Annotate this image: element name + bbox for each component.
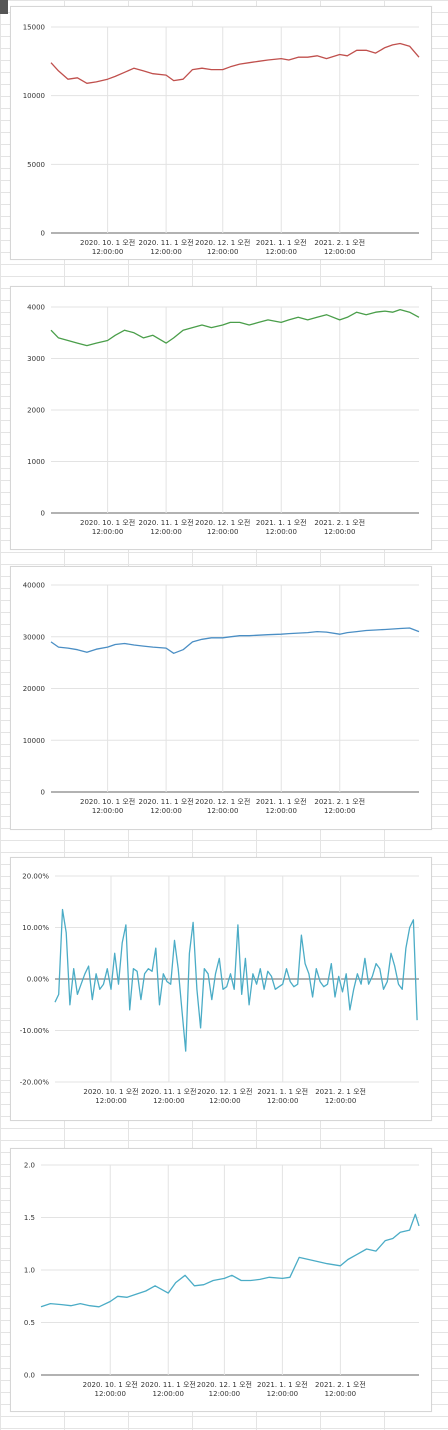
chart-4-x-tick-label-2-0: 2020. 12. 1 오전 <box>197 1087 252 1096</box>
chart-panel-1[interactable]: 0 5000 10000 15000 2020. 10. 1 오전 12:00:00 202… <box>10 6 432 260</box>
chart-5-y-tick-label-2: 1.0 <box>24 1267 35 1275</box>
chart-2-y-tick-label-1: 1000 <box>27 458 45 466</box>
chart-2-series-line <box>50 308 420 347</box>
chart-2-x-tick-label-0-1: 12:00:00 <box>92 528 123 536</box>
chart-3-x-tick-label-4-1: 12:00:00 <box>324 807 355 815</box>
chart-5-x-tick-label-2-1: 12:00:00 <box>209 1390 240 1398</box>
chart-3-x-tick-label-2-0: 2020. 12. 1 오전 <box>195 797 250 806</box>
chart-4-x-tick-label-0-0: 2020. 10. 1 오전 <box>83 1087 138 1096</box>
chart-4-y-tick-label-4: 20.00% <box>22 873 49 881</box>
chart-5-x-tick-label-0-0: 2020. 10. 1 오전 <box>83 1380 138 1389</box>
chart-2-y-tick-label-4: 4000 <box>27 304 45 312</box>
sheet-corner-tab <box>0 0 8 14</box>
chart-4-y-tick-label-2: 0.00% <box>27 976 50 984</box>
chart-2-y-tick-label-3: 3000 <box>27 355 45 363</box>
chart-1-y-tick-label-2: 10000 <box>23 92 45 100</box>
chart-1-x-tick-label-2-0: 2020. 12. 1 오전 <box>195 238 250 247</box>
chart-2-x-tick-label-4-1: 12:00:00 <box>324 528 355 536</box>
chart-2-y-tick-label-2: 2000 <box>27 407 45 415</box>
chart-3-y-tick-label-4: 40000 <box>23 582 45 590</box>
chart-3-x-tick-label-0-1: 12:00:00 <box>92 807 123 815</box>
chart-panel-4[interactable]: -20.00% -10.00% 0.00% 10.00% 20.00% 2020. 10.… <box>10 857 432 1121</box>
chart-4-x-tick-label-1-1: 12:00:00 <box>153 1097 184 1105</box>
chart-5-x-tick-label-2-0: 2020. 12. 1 오전 <box>197 1380 252 1389</box>
chart-2-y-tick-label-0: 0 <box>41 510 45 518</box>
chart-5-y-tick-label-4: 2.0 <box>24 1162 35 1170</box>
chart-1-x-tick-label-1-0: 2020. 11. 1 오전 <box>139 238 194 247</box>
chart-3-x-tick-label-2-1: 12:00:00 <box>207 807 238 815</box>
chart-5-x-tick-label-3-0: 2021. 1. 1 오전 <box>257 1380 308 1389</box>
chart-2-x-tick-label-0-0: 2020. 10. 1 오전 <box>80 518 135 527</box>
chart-3-x-tick-label-4-0: 2021. 2. 1 오전 <box>314 797 365 806</box>
chart-3-y-tick-label-1: 10000 <box>23 737 45 745</box>
chart-3-series-line <box>50 627 420 654</box>
chart-5-y-tick-label-3: 1.5 <box>24 1214 35 1222</box>
chart-panel-3[interactable]: 0 10000 20000 30000 40000 2020. 10. 1 오전 12:00… <box>10 566 432 830</box>
chart-2-x-tick-label-4-0: 2021. 2. 1 오전 <box>314 518 365 527</box>
line-chart-4: -20.00% -10.00% 0.00% 10.00% 20.00% 2020. 10.… <box>20 873 419 1105</box>
chart-5-y-tick-label-0: 0.0 <box>24 1372 35 1380</box>
chart-1-x-tick-label-4-1: 12:00:00 <box>324 248 355 256</box>
chart-3-x-tick-label-1-1: 12:00:00 <box>150 807 181 815</box>
chart-5-x-tick-label-1-0: 2020. 11. 1 오전 <box>141 1380 196 1389</box>
chart-4-y-tick-label-0: -20.00% <box>20 1079 50 1087</box>
chart-3-x-tick-label-3-0: 2021. 1. 1 오전 <box>256 797 307 806</box>
chart-2-x-tick-label-1-1: 12:00:00 <box>150 528 181 536</box>
chart-3-x-tick-label-3-1: 12:00:00 <box>266 807 297 815</box>
chart-5-series-line <box>40 1213 420 1308</box>
chart-2-x-tick-label-1-0: 2020. 11. 1 오전 <box>139 518 194 527</box>
chart-4-x-tick-label-3-0: 2021. 1. 1 오전 <box>257 1087 308 1096</box>
chart-panel-5[interactable]: 0.0 0.5 1.0 1.5 2.0 2020. 10. 1 오전 12:00:00 202… <box>10 1148 432 1412</box>
chart-4-x-tick-label-2-1: 12:00:00 <box>209 1097 240 1105</box>
chart-2-x-tick-label-2-1: 12:00:00 <box>207 528 238 536</box>
chart-1-x-tick-label-0-1: 12:00:00 <box>92 248 123 256</box>
chart-1-y-tick-label-1: 5000 <box>27 161 45 169</box>
chart-3-y-tick-label-0: 0 <box>41 789 45 797</box>
chart-5-x-tick-label-3-1: 12:00:00 <box>267 1390 298 1398</box>
chart-4-x-tick-label-4-0: 2021. 2. 1 오전 <box>315 1087 366 1096</box>
chart-4-series-line <box>54 908 418 1052</box>
chart-4-x-tick-label-3-1: 12:00:00 <box>267 1097 298 1105</box>
chart-panel-2[interactable]: 0 1000 2000 3000 4000 2020. 10. 1 오전 12:00:00 2… <box>10 286 432 550</box>
chart-4-y-tick-label-3: 10.00% <box>22 924 49 932</box>
chart-3-y-tick-label-2: 20000 <box>23 685 45 693</box>
chart-5-y-tick-label-1: 0.5 <box>24 1319 35 1327</box>
chart-3-x-tick-label-0-0: 2020. 10. 1 오전 <box>80 797 135 806</box>
chart-5-x-tick-label-4-1: 12:00:00 <box>325 1390 356 1398</box>
chart-4-x-tick-label-0-1: 12:00:00 <box>95 1097 126 1105</box>
chart-2-x-tick-label-2-0: 2020. 12. 1 오전 <box>195 518 250 527</box>
chart-2-x-tick-label-3-1: 12:00:00 <box>266 528 297 536</box>
chart-3-x-tick-label-1-0: 2020. 11. 1 오전 <box>139 797 194 806</box>
chart-1-x-tick-label-1-1: 12:00:00 <box>150 248 181 256</box>
chart-3-y-tick-label-3: 30000 <box>23 633 45 641</box>
chart-1-x-tick-label-3-1: 12:00:00 <box>266 248 297 256</box>
chart-1-y-tick-label-0: 0 <box>41 230 45 238</box>
chart-1-x-tick-label-4-0: 2021. 2. 1 오전 <box>314 238 365 247</box>
chart-4-x-tick-label-1-0: 2020. 11. 1 오전 <box>141 1087 196 1096</box>
chart-4-x-tick-label-4-1: 12:00:00 <box>325 1097 356 1105</box>
chart-5-x-tick-label-1-1: 12:00:00 <box>153 1390 184 1398</box>
chart-1-x-tick-label-0-0: 2020. 10. 1 오전 <box>80 238 135 247</box>
chart-4-y-tick-label-1: -10.00% <box>20 1027 50 1035</box>
chart-2-x-tick-label-3-0: 2021. 1. 1 오전 <box>256 518 307 527</box>
chart-1-x-tick-label-3-0: 2021. 1. 1 오전 <box>256 238 307 247</box>
chart-1-y-tick-label-3: 15000 <box>23 24 45 32</box>
chart-5-x-tick-label-0-1: 12:00:00 <box>95 1390 126 1398</box>
chart-1-x-tick-label-2-1: 12:00:00 <box>207 248 238 256</box>
chart-5-x-tick-label-4-0: 2021. 2. 1 오전 <box>315 1380 366 1389</box>
chart-1-series-line <box>50 42 420 84</box>
